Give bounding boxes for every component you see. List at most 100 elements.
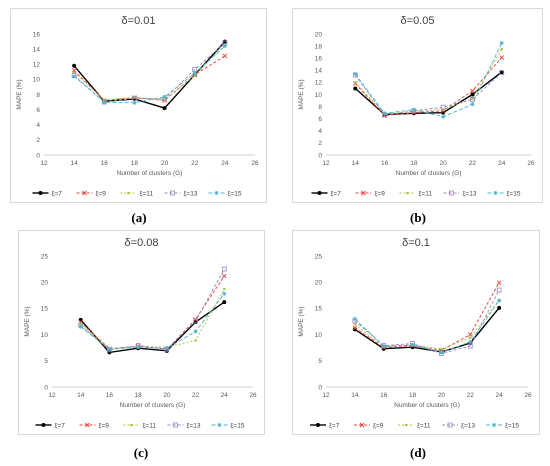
- legend-label: ξ=13: [463, 190, 477, 197]
- series-markers: [78, 273, 227, 352]
- legend-label: ξ=9: [375, 190, 386, 197]
- data-point: [470, 92, 475, 97]
- legend-label: ξ=9: [373, 422, 384, 429]
- legend-item: ξ=15: [487, 190, 521, 197]
- y-tick-label: 14: [33, 46, 41, 53]
- data-point: [440, 104, 446, 110]
- series-markers: [352, 298, 502, 355]
- data-point: [193, 74, 197, 77]
- x-axis-label: Number of clusters (G): [117, 170, 183, 177]
- legend-item: ξ=7: [311, 190, 341, 197]
- x-tick-label: 26: [524, 392, 532, 399]
- series-line: [354, 299, 500, 350]
- legend-item: ξ=7: [310, 422, 340, 429]
- x-tick-label: 22: [469, 160, 477, 167]
- series-markers: [352, 70, 505, 118]
- y-tick-label: 12: [33, 62, 41, 69]
- y-tick-label: 14: [315, 68, 323, 75]
- data-point: [470, 88, 475, 94]
- data-point: [441, 114, 446, 119]
- data-point: [468, 339, 473, 344]
- series-line: [354, 300, 500, 353]
- chart-frame: [18, 230, 265, 435]
- series-line: [80, 301, 225, 354]
- legend-label: ξ=11: [140, 190, 154, 197]
- legend-label: ξ=11: [419, 190, 433, 197]
- legend-item: ξ=15: [211, 422, 245, 429]
- y-tick-label: 15: [41, 306, 49, 313]
- legend-marker: [217, 423, 222, 427]
- legend-marker: [41, 423, 46, 427]
- legend-label: ξ=15: [228, 190, 242, 197]
- panel-label-d: (d): [410, 445, 426, 460]
- y-tick-label: 4: [36, 122, 40, 129]
- x-tick-label: 16: [380, 392, 388, 399]
- legend-item: ξ=15: [486, 422, 519, 429]
- legend-marker: [449, 190, 454, 196]
- y-tick-label: 8: [36, 92, 40, 99]
- data-point: [78, 324, 83, 329]
- x-axis-label: Number of clusters (G): [120, 402, 186, 409]
- x-tick-label: 12: [322, 392, 330, 399]
- data-point: [79, 322, 83, 325]
- y-tick-label: 4: [318, 128, 322, 135]
- legend-item: ξ=9: [79, 422, 109, 429]
- legend-marker: [173, 422, 178, 428]
- y-tick-label: 20: [315, 280, 323, 287]
- series-line: [80, 293, 225, 350]
- data-point: [441, 108, 445, 111]
- data-point: [411, 107, 416, 112]
- x-tick-label: 16: [381, 160, 389, 167]
- data-point: [193, 329, 198, 334]
- y-tick-label: 2: [36, 137, 40, 144]
- legend-marker: [38, 191, 43, 195]
- legend-label: ξ=11: [417, 422, 431, 429]
- series-markers: [352, 287, 502, 356]
- data-point: [440, 347, 443, 351]
- x-tick-label: 12: [40, 160, 48, 167]
- series-markers: [78, 291, 227, 352]
- legend-marker: [404, 423, 408, 427]
- x-tick-label: 22: [467, 392, 475, 399]
- data-point: [221, 273, 227, 279]
- legend-item: ξ=11: [398, 422, 431, 429]
- y-tick-label: 20: [315, 31, 323, 38]
- line-chart: δ=0.1 0 5 10 15 20 25 12 14 16 18 20 22 24 26 Number of…: [298, 237, 532, 429]
- x-tick-label: 24: [496, 392, 504, 399]
- legend-item: ξ=9: [355, 190, 386, 197]
- data-point: [162, 94, 167, 99]
- data-point: [164, 346, 169, 351]
- series-markers: [353, 70, 504, 117]
- x-tick-label: 18: [131, 160, 139, 167]
- x-tick-label: 22: [191, 160, 199, 167]
- x-tick-label: 24: [221, 392, 229, 399]
- y-tick-label: 16: [33, 31, 41, 38]
- data-point: [353, 86, 358, 91]
- legend-marker: [492, 423, 496, 427]
- x-tick-label: 26: [251, 160, 259, 167]
- data-point: [499, 70, 505, 76]
- data-point: [192, 71, 197, 76]
- y-tick-label: 10: [41, 332, 49, 339]
- chart-title: δ=0.08: [125, 237, 159, 249]
- y-tick-label: 25: [41, 253, 49, 260]
- legend-item: ξ=11: [123, 422, 156, 429]
- data-point: [222, 287, 226, 291]
- legend-marker: [316, 423, 320, 427]
- legend-marker: [361, 190, 366, 196]
- data-point: [107, 347, 112, 352]
- x-tick-label: 14: [352, 160, 360, 167]
- legend-label: ξ=7: [52, 190, 63, 197]
- x-tick-label: 24: [221, 160, 229, 167]
- legend-marker: [317, 191, 322, 195]
- x-tick-label: 24: [498, 160, 506, 167]
- x-tick-label: 26: [249, 392, 257, 399]
- series-line: [354, 42, 503, 118]
- legend-label: ξ=9: [96, 190, 107, 197]
- data-point: [353, 322, 357, 326]
- legend-marker: [493, 191, 498, 195]
- legend-item: ξ=13: [164, 190, 198, 197]
- x-tick-label: 12: [322, 160, 330, 167]
- series-line: [73, 45, 226, 104]
